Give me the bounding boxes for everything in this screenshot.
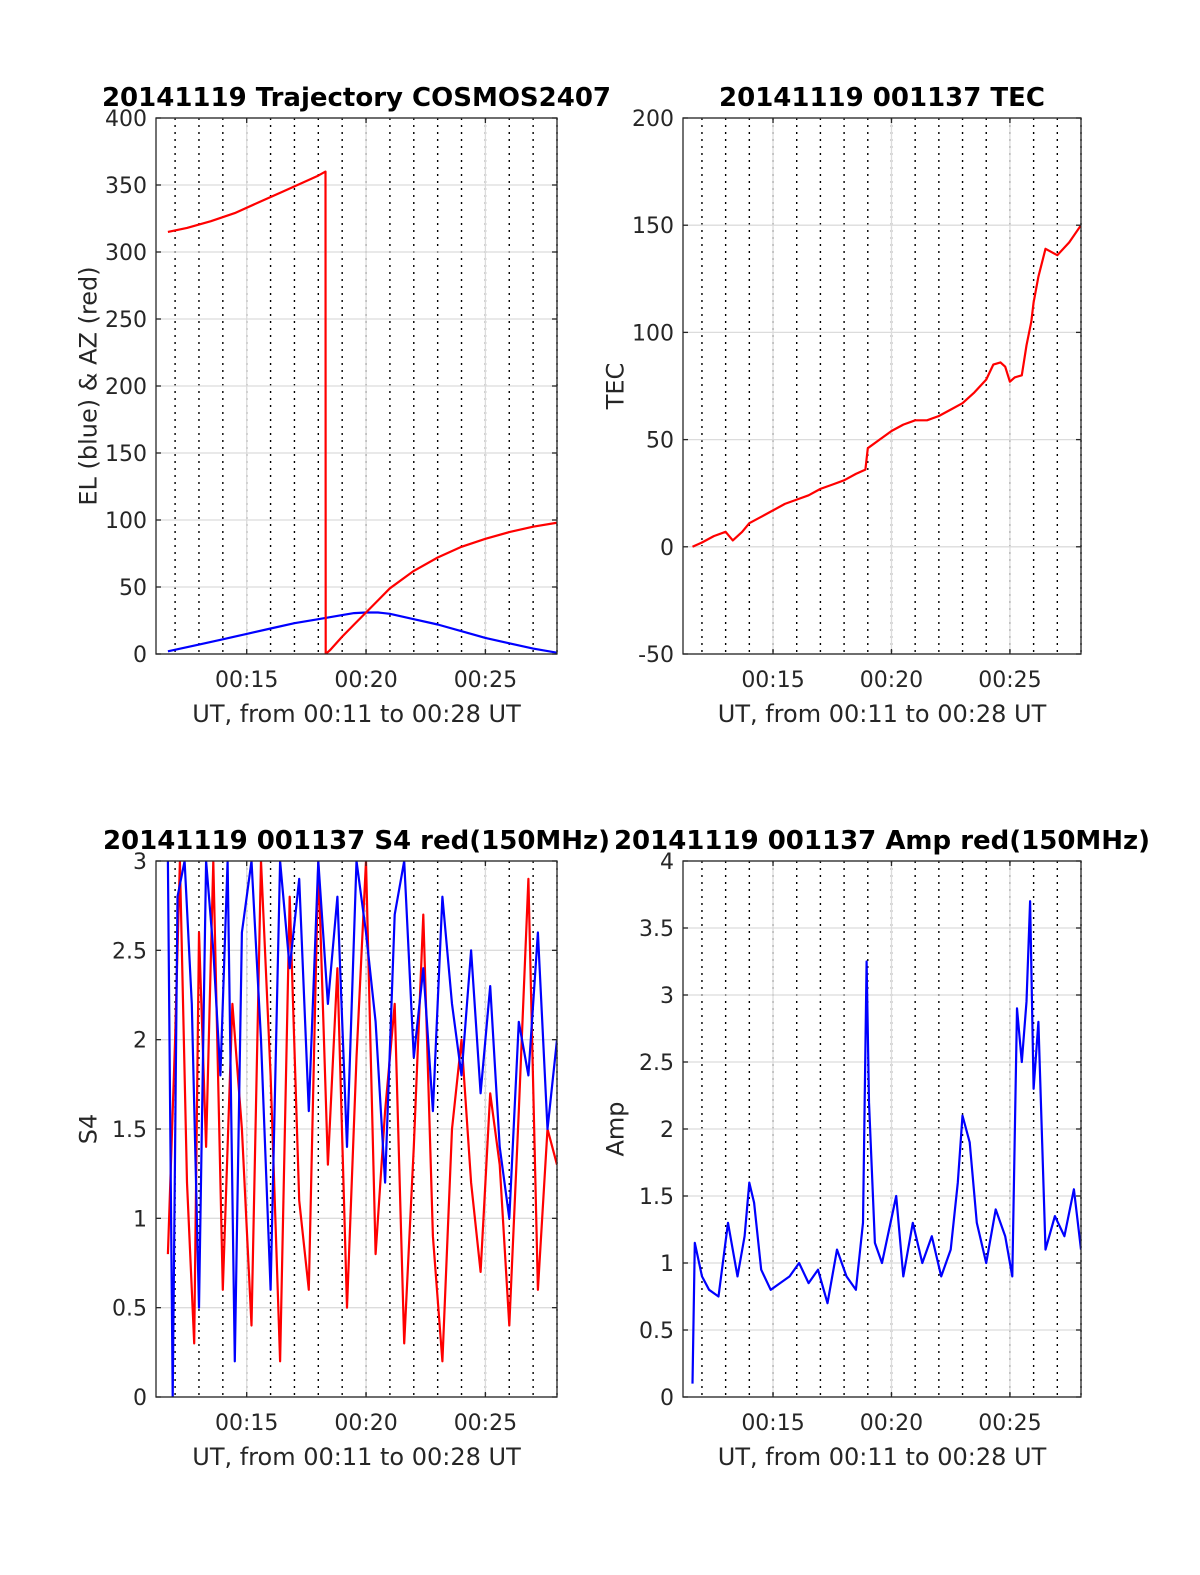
amp-y-tick-label: 2 [660, 1118, 674, 1143]
amp-y-tick-label: 3 [660, 984, 674, 1009]
amp-y-axis-label: Amp [602, 1101, 630, 1156]
s4-y-tick-label: 2 [133, 1029, 147, 1054]
s4-y-tick-label: 0.5 [112, 1297, 147, 1322]
s4-y-tick-label: 0 [133, 1386, 147, 1411]
trajectory-title: 20141119 Trajectory COSMOS2407 [102, 83, 611, 113]
trajectory-panel: 00:15 00:20 00:25 0 50 100 150 200 250 300 350 4002… [75, 83, 612, 728]
trajectory-y-tick-label: 0 [133, 643, 147, 668]
trajectory-y-tick-label: 150 [105, 442, 147, 467]
s4-y-tick-label: 2.5 [112, 939, 147, 964]
trajectory-y-tick-label: 100 [105, 509, 147, 534]
amp-panel: 00:15 00:20 00:25 0 0.5 1 1.5 2 2.5 3 3.5 420141119… [602, 826, 1151, 1471]
tec-y-tick-label: 100 [632, 321, 674, 346]
s4-y-tick-label: 1 [133, 1207, 147, 1232]
amp-y-tick-label: 2.5 [639, 1051, 674, 1076]
trajectory-y-tick-label: 50 [119, 576, 147, 601]
tec-y-axis-label: TEC [602, 363, 630, 411]
trajectory-series-1-line [167, 170, 557, 654]
amp-series-0-line [691, 900, 1081, 1384]
tec-y-tick-label: 200 [632, 107, 674, 132]
tec-y-tick-label: 0 [660, 536, 674, 561]
tec-y-tick-label: 50 [646, 429, 674, 454]
amp-y-tick-label: 0.5 [639, 1319, 674, 1344]
tec-x-tick-label: 00:20 [860, 668, 923, 693]
trajectory-y-axis-label: EL (blue) & AZ (red) [75, 266, 103, 505]
amp-title: 20141119 001137 Amp red(150MHz) [614, 826, 1150, 856]
trajectory-y-tick-label: 300 [105, 241, 147, 266]
amp-x-tick-label: 00:15 [741, 1411, 804, 1436]
trajectory-x-tick-label: 00:20 [334, 668, 397, 693]
tec-plot-area [683, 118, 1081, 654]
amp-x-axis-label: UT, from 00:11 to 00:28 UT [718, 1443, 1047, 1471]
amp-y-tick-label: 3.5 [639, 917, 674, 942]
amp-x-tick-label: 00:20 [860, 1411, 923, 1436]
amp-y-tick-label: 1 [660, 1252, 674, 1277]
tec-title: 20141119 001137 TEC [719, 83, 1045, 113]
s4-x-tick-label: 00:20 [334, 1411, 397, 1436]
tec-x-tick-label: 00:15 [741, 668, 804, 693]
s4-x-tick-label: 00:15 [215, 1411, 278, 1436]
s4-title: 20141119 001137 S4 red(150MHz) [103, 826, 610, 856]
trajectory-y-tick-label: 400 [105, 107, 147, 132]
amp-y-tick-label: 4 [660, 850, 674, 875]
s4-y-tick-label: 3 [133, 850, 147, 875]
s4-series-0-line [166, 861, 557, 1363]
trajectory-x-tick-label: 00:25 [454, 668, 517, 693]
trajectory-y-tick-label: 200 [105, 375, 147, 400]
tec-x-axis-label: UT, from 00:11 to 00:28 UT [718, 700, 1047, 728]
trajectory-x-tick-label: 00:15 [215, 668, 278, 693]
s4-x-tick-label: 00:25 [454, 1411, 517, 1436]
s4-y-axis-label: S4 [75, 1114, 103, 1145]
amp-x-tick-label: 00:25 [978, 1411, 1041, 1436]
tec-series-0-line [692, 224, 1081, 548]
tec-y-tick-label: -50 [638, 643, 674, 668]
trajectory-y-tick-label: 250 [105, 308, 147, 333]
amp-y-tick-label: 1.5 [639, 1185, 674, 1210]
trajectory-x-axis-label: UT, from 00:11 to 00:28 UT [192, 700, 521, 728]
s4-series-1-line [166, 861, 557, 1397]
tec-axes-box [682, 117, 1082, 655]
amp-y-tick-label: 0 [660, 1386, 674, 1411]
s4-x-axis-label: UT, from 00:11 to 00:28 UT [192, 1443, 521, 1471]
s4-y-tick-label: 1.5 [112, 1118, 147, 1143]
trajectory-y-tick-label: 350 [105, 174, 147, 199]
tec-panel: 00:15 00:20 00:25 -50 0 50 100 150 200 20141119 0… [602, 83, 1082, 728]
tec-x-tick-label: 00:25 [978, 668, 1041, 693]
tec-y-tick-label: 150 [632, 214, 674, 239]
